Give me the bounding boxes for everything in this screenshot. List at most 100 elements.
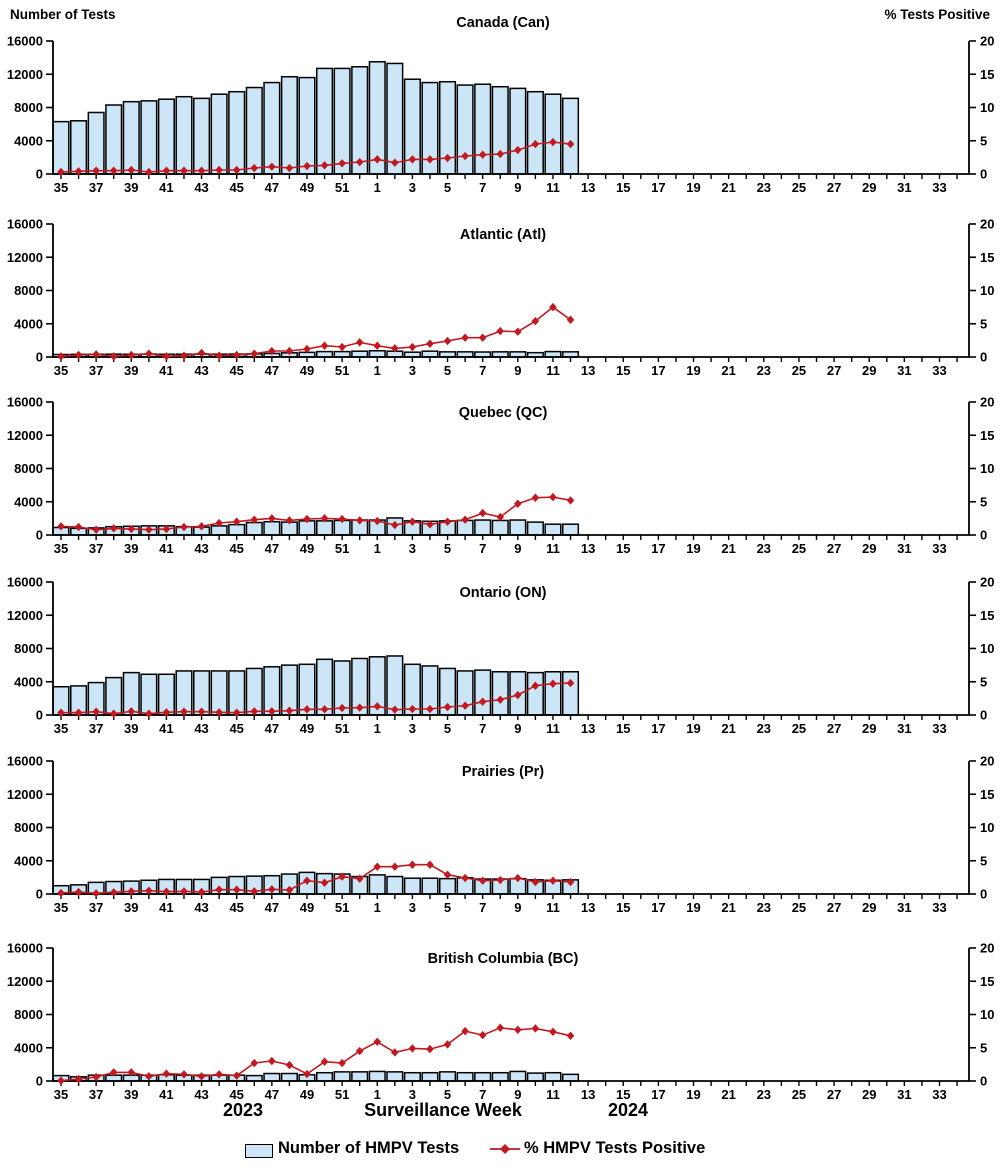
svg-text:35: 35 <box>54 541 68 556</box>
svg-text:16000: 16000 <box>7 217 43 232</box>
svg-text:27: 27 <box>827 900 841 915</box>
pct-point <box>145 525 153 534</box>
tests-bar <box>368 350 386 358</box>
svg-text:33: 33 <box>932 541 946 556</box>
pct-positive-line <box>57 137 575 177</box>
pct-point <box>373 516 382 526</box>
svg-text:23: 23 <box>757 1087 771 1102</box>
svg-text:27: 27 <box>827 541 841 556</box>
svg-text:7: 7 <box>479 1087 486 1102</box>
tests-bar <box>544 523 562 536</box>
svg-text:33: 33 <box>932 721 946 736</box>
pct-point <box>355 874 364 883</box>
pct-point <box>496 1023 505 1032</box>
tests-bar <box>544 93 562 175</box>
pct-point <box>57 708 65 717</box>
pct-point <box>215 518 223 528</box>
svg-text:49: 49 <box>300 180 314 195</box>
pct-point <box>531 681 540 690</box>
pct-positive-line <box>57 1023 575 1085</box>
tests-bar <box>157 98 175 175</box>
svg-text:11: 11 <box>546 363 560 378</box>
pct-point <box>197 348 206 358</box>
svg-text:31: 31 <box>897 180 911 195</box>
svg-text:5: 5 <box>444 541 451 556</box>
svg-text:37: 37 <box>89 721 103 736</box>
svg-text:47: 47 <box>265 363 279 378</box>
svg-text:12000: 12000 <box>7 428 43 443</box>
pct-point <box>268 1056 276 1066</box>
svg-text:21: 21 <box>721 721 735 736</box>
pct-point <box>443 870 452 879</box>
svg-text:12000: 12000 <box>7 608 43 623</box>
svg-text:19: 19 <box>686 180 700 195</box>
pct-point <box>303 705 311 714</box>
tests-bar <box>544 1071 562 1082</box>
pct-point <box>109 888 118 897</box>
svg-text:3: 3 <box>409 363 416 378</box>
svg-text:0: 0 <box>36 708 43 723</box>
pct-point <box>74 522 83 532</box>
pct-point <box>57 522 65 531</box>
pct-point <box>461 151 469 161</box>
svg-text:19: 19 <box>686 900 700 915</box>
svg-text:16000: 16000 <box>7 34 43 49</box>
pct-point <box>215 708 223 717</box>
pct-point <box>127 707 136 716</box>
tests-bar <box>333 1071 351 1082</box>
tests-bar <box>509 1070 527 1082</box>
pct-positive-line <box>57 860 575 898</box>
pct-point <box>496 326 505 336</box>
pct-point <box>373 341 382 350</box>
pct-point <box>443 702 452 712</box>
svg-text:31: 31 <box>897 721 911 736</box>
pct-point <box>478 150 487 159</box>
pct-point <box>426 860 434 869</box>
pct-point <box>250 887 259 896</box>
svg-text:37: 37 <box>89 180 103 195</box>
pct-point <box>514 873 522 883</box>
svg-text:37: 37 <box>89 541 103 556</box>
pct-point <box>145 1072 153 1081</box>
tests-bar <box>210 93 228 175</box>
svg-text:8000: 8000 <box>14 1007 43 1022</box>
pct-point <box>250 515 259 524</box>
pct-point <box>232 350 241 360</box>
pct-point <box>461 701 469 710</box>
pct-point <box>180 887 188 896</box>
year-label-2023: 2023 <box>222 1100 264 1120</box>
svg-text:0: 0 <box>980 887 987 902</box>
svg-text:5: 5 <box>980 853 987 868</box>
tests-bar <box>298 76 316 175</box>
pct-point <box>391 158 399 167</box>
svg-text:21: 21 <box>721 1087 735 1102</box>
svg-text:4000: 4000 <box>14 494 43 509</box>
tests-bar <box>474 1071 492 1082</box>
svg-text:10: 10 <box>980 283 994 298</box>
svg-text:51: 51 <box>335 1087 349 1102</box>
svg-text:41: 41 <box>159 180 173 195</box>
svg-text:27: 27 <box>827 363 841 378</box>
tests-bar <box>474 669 492 716</box>
svg-text:10: 10 <box>980 100 994 115</box>
tests-bar <box>175 95 193 175</box>
svg-text:11: 11 <box>546 180 560 195</box>
pct-point <box>320 1057 329 1066</box>
tests-bar <box>544 671 562 716</box>
tests-bar <box>526 671 544 716</box>
tests-bar <box>333 67 351 175</box>
pct-point <box>566 139 575 149</box>
svg-text:5: 5 <box>444 363 451 378</box>
tests-bar <box>474 519 492 536</box>
tests-bar <box>263 1072 281 1082</box>
tests-bar <box>386 1071 404 1082</box>
tests-bar <box>491 1071 509 1082</box>
pct-point <box>162 166 171 175</box>
pct-point <box>443 336 452 346</box>
pct-point <box>408 860 417 869</box>
svg-text:21: 21 <box>721 363 735 378</box>
tests-bar <box>561 97 580 175</box>
svg-text:5: 5 <box>980 316 987 331</box>
